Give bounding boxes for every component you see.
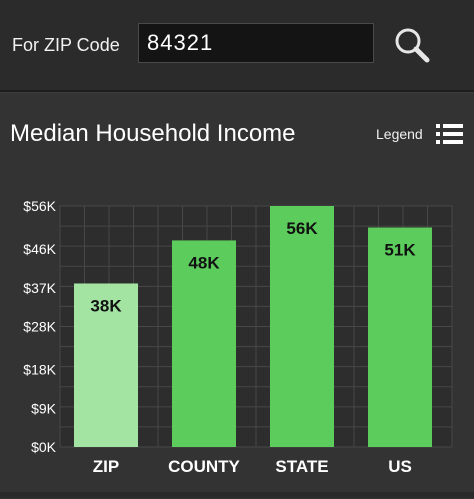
bar-us: [368, 227, 432, 447]
y-tick-label: $0K: [31, 439, 57, 455]
y-tick-label: $56K: [23, 198, 56, 214]
y-tick-label: $46K: [23, 241, 56, 257]
legend-label: Legend: [376, 126, 423, 142]
bottom-divider: [0, 492, 474, 498]
legend-button[interactable]: Legend: [376, 120, 466, 148]
search-icon: [395, 28, 430, 63]
zip-code-input[interactable]: [138, 23, 374, 63]
search-bar: For ZIP Code: [0, 0, 474, 92]
x-category-label: US: [388, 457, 412, 476]
bar-value-label: 38K: [90, 296, 122, 315]
search-button[interactable]: [392, 25, 432, 65]
zip-code-label: For ZIP Code: [12, 35, 120, 55]
x-category-label: COUNTY: [168, 457, 240, 476]
y-tick-label: $37K: [23, 280, 56, 296]
bar-zip: [74, 283, 138, 447]
income-bar-chart: $0K $9K $18K $28K $37K $46K $56K 38K ZIP 48K COUNT…: [23, 198, 453, 476]
bar-value-label: 51K: [384, 241, 416, 260]
chart-title: Median Household Income: [10, 120, 296, 147]
bar-value-label: 56K: [286, 219, 318, 238]
y-tick-label: $28K: [23, 319, 56, 335]
bar-value-label: 48K: [188, 253, 220, 272]
y-tick-label: $18K: [23, 362, 56, 378]
bar-county: [172, 240, 236, 447]
bar-state: [270, 206, 334, 447]
list-icon: [436, 124, 463, 144]
x-category-label: ZIP: [93, 457, 119, 476]
y-tick-label: $9K: [31, 400, 57, 416]
x-category-label: STATE: [275, 457, 328, 476]
